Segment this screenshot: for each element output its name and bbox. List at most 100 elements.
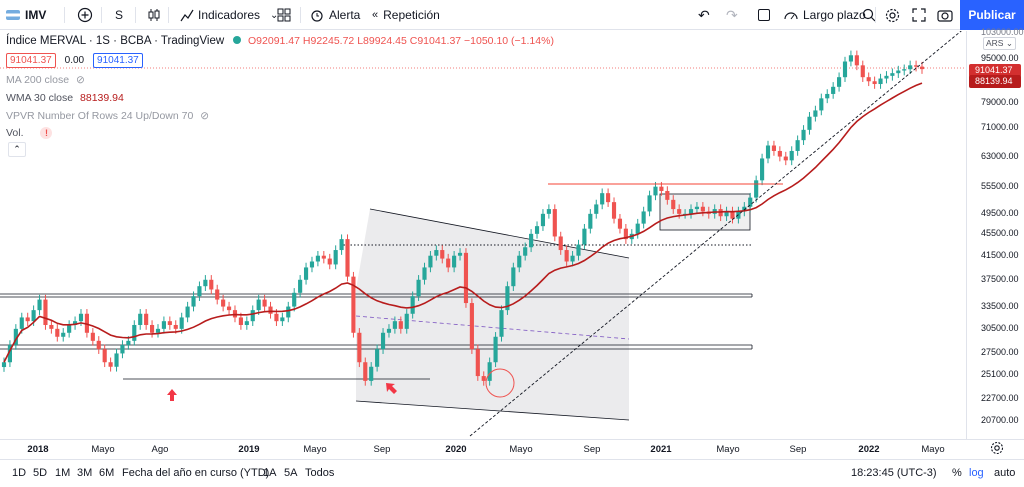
candle [434, 245, 439, 261]
warning-icon[interactable]: ! [40, 127, 53, 139]
range-button[interactable]: 1D [12, 467, 27, 479]
redo-button[interactable]: ↷ [726, 0, 738, 30]
eye-off-icon[interactable]: ⊘ [200, 110, 210, 122]
collapse-legend-button[interactable]: ⌃ [8, 142, 26, 157]
candle [765, 140, 771, 164]
percent-toggle[interactable]: % [952, 467, 962, 479]
expand-button[interactable] [912, 0, 926, 30]
channel-lower-line[interactable] [355, 400, 630, 421]
candle [688, 204, 694, 219]
settings-button[interactable] [885, 0, 900, 30]
legend-wma30[interactable]: WMA 30 close 88139.94 [6, 92, 124, 104]
argentina-flag-icon [6, 10, 20, 20]
legend-ma200[interactable]: MA 200 close ⊘ [6, 74, 85, 86]
clock[interactable]: 18:23:45 (UTC-3) [851, 467, 937, 479]
candle [511, 262, 516, 291]
toolbar-divider [135, 7, 136, 23]
candle [878, 73, 883, 89]
channel-upper-line[interactable] [369, 208, 630, 259]
candle [357, 328, 362, 368]
time-tick-label: Sep [789, 444, 807, 455]
currency-selector[interactable]: ARS ⌄ [983, 37, 1016, 50]
time-tick-label: 2021 [650, 444, 672, 455]
layout-button[interactable] [277, 0, 291, 30]
candle [203, 275, 208, 291]
plus-circle-icon [77, 7, 93, 23]
candle [469, 298, 474, 354]
search-button[interactable] [862, 0, 876, 30]
bid-price-box[interactable]: 91041.37 [6, 53, 56, 68]
range-button[interactable]: 5D [33, 467, 48, 479]
legend-volume[interactable]: Vol. ! [6, 127, 53, 139]
ma200-label: MA 200 close [6, 74, 70, 86]
chart-type-button[interactable] [146, 0, 162, 30]
range-button[interactable]: Fecha del año en curso (YTD) [122, 467, 270, 479]
price-tick-label: 20700.00 [981, 414, 1019, 425]
legend-vpvr[interactable]: VPVR Number Of Rows 24 Up/Down 70 ⊘ [6, 110, 209, 122]
ask-price-box[interactable]: 91041.37 [93, 53, 143, 68]
candle [671, 195, 676, 214]
candle [825, 89, 830, 104]
candle [588, 209, 593, 234]
channel-mid-line[interactable] [355, 315, 630, 340]
up-arrow-marker[interactable] [167, 389, 177, 401]
price-tick-partial: 103000.00 [981, 27, 1024, 37]
candle [446, 253, 451, 273]
toolbar-divider [300, 7, 301, 23]
candle [653, 181, 658, 201]
candle [576, 239, 581, 261]
interval-button[interactable]: S [115, 0, 123, 30]
range-button[interactable]: Todos [305, 467, 335, 479]
candle [600, 188, 605, 210]
diagonal-arrow-marker[interactable] [386, 383, 397, 394]
camera-icon [937, 10, 953, 22]
snapshot-button[interactable] [937, 0, 953, 30]
candle [487, 357, 492, 386]
candle [534, 221, 540, 239]
candle [333, 245, 338, 270]
candle [440, 245, 445, 264]
time-tick-label: Mayo [303, 444, 327, 455]
axis-settings-button[interactable] [990, 441, 1004, 460]
log-toggle[interactable]: log [969, 467, 984, 479]
price-chart-svg[interactable] [0, 31, 966, 439]
time-axis[interactable]: 2018 Mayo Ago 2019 Mayo Sep 2020 Mayo Sep 2021 May… [0, 439, 1024, 459]
compare-symbol-button[interactable] [77, 0, 93, 30]
candle [72, 316, 78, 330]
candle [570, 250, 575, 267]
range-button[interactable]: 1M [55, 467, 71, 479]
replay-button[interactable]: « Repetición [372, 0, 440, 30]
fullscreen-toggle-button[interactable] [758, 0, 770, 30]
range-button[interactable]: 3M [77, 467, 93, 479]
candle [161, 316, 166, 334]
candle [120, 340, 125, 359]
low-circle-marker[interactable] [485, 368, 515, 398]
candle [286, 301, 291, 323]
alert-button[interactable]: Alerta [310, 0, 360, 30]
candle [789, 146, 794, 166]
publish-button[interactable]: Publicar [960, 0, 1024, 30]
auto-toggle[interactable]: auto [994, 467, 1016, 479]
undo-button[interactable]: ↶ [698, 0, 710, 30]
range-button[interactable]: 1A [263, 467, 277, 479]
symbol-search-button[interactable]: IMV [6, 0, 46, 30]
indicators-button[interactable]: Indicadores ⌄ [180, 0, 278, 30]
chart-pane[interactable]: Índice MERVAL · 1S · BCBA · TradingView … [0, 31, 966, 439]
candle [262, 294, 267, 312]
spread-value: 0.00 [64, 55, 85, 66]
grid-icon [277, 8, 291, 22]
price-axis[interactable]: 103000.00 ARS ⌄ 95000.0087000.0079000.00… [966, 27, 1024, 439]
descending-channel[interactable] [356, 209, 629, 420]
range-button[interactable]: 5A [284, 467, 298, 479]
wma30-line[interactable] [3, 82, 923, 363]
candle [292, 288, 297, 312]
volume-label: Vol. [6, 127, 24, 139]
timeframe-preset-button[interactable]: Largo plazo [783, 0, 866, 30]
eye-off-icon[interactable]: ⊘ [75, 74, 85, 86]
range-button[interactable]: 6M [99, 467, 115, 479]
indicators-icon [180, 9, 194, 22]
candle [771, 140, 777, 156]
candle [179, 312, 184, 334]
candle [831, 82, 836, 99]
rising-trendline[interactable] [469, 31, 966, 437]
